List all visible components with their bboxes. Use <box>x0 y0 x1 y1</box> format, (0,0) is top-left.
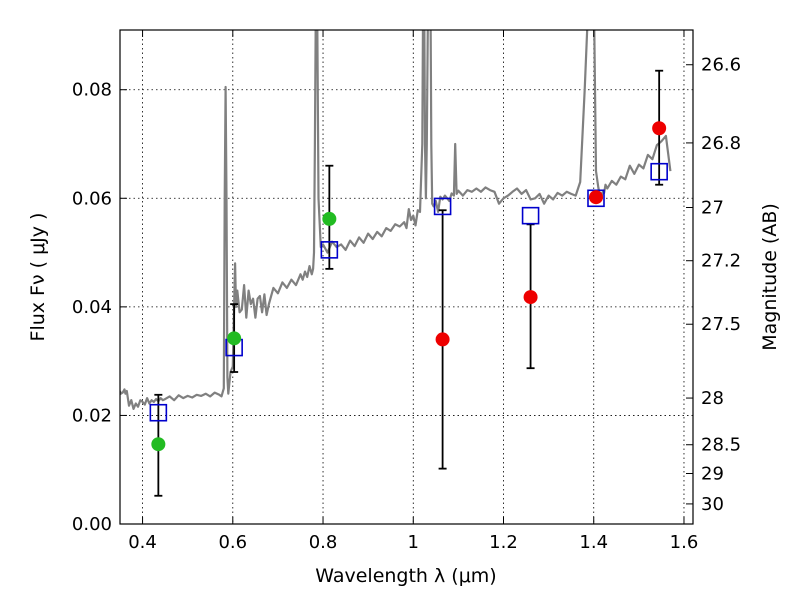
x-tick-label: 1 <box>408 532 419 553</box>
sed-layer <box>120 30 672 410</box>
y-tick-label: 0.06 <box>72 188 112 209</box>
detection-point <box>151 437 166 452</box>
x-tick-label: 1.4 <box>579 532 608 553</box>
model-box <box>149 403 168 422</box>
right-tick-label: 27 <box>701 198 724 219</box>
right-tick-label: 28 <box>701 388 724 409</box>
y-tick-label: 0.00 <box>72 514 112 535</box>
plot-frame <box>119 29 694 525</box>
model-box <box>521 206 540 225</box>
right-tick-label: 29 <box>701 464 724 485</box>
y-tick-label: 0.04 <box>72 297 112 318</box>
y-axis-right: 26.6 26.8 27 27.2 27.5 28 28.5 29 30 <box>686 55 741 515</box>
nondetection-point <box>652 121 667 136</box>
x-tick-label: 0.4 <box>128 532 157 553</box>
grid <box>120 30 693 525</box>
right-tick-label: 30 <box>701 494 724 515</box>
data-marks <box>149 69 668 497</box>
right-tick-label: 26.6 <box>701 55 741 76</box>
y-axis-label: Flux Fν ( μJy ) <box>27 213 49 342</box>
nondetection-point <box>435 332 450 347</box>
right-tick-label: 28.5 <box>701 435 741 456</box>
x-tick-label: 1.6 <box>670 532 699 553</box>
nondetection-point <box>588 190 603 205</box>
x-axis-label: Wavelength λ (μm) <box>315 565 496 587</box>
x-tick-label: 0.8 <box>309 532 338 553</box>
right-tick-label: 26.8 <box>701 133 741 154</box>
x-tick-label: 0.6 <box>218 532 247 553</box>
x-axis: 0.4 0.6 0.8 1 1.2 1.4 1.6 <box>128 30 698 553</box>
model-box <box>320 241 339 259</box>
nondetection-point <box>523 290 538 305</box>
y-tick-label: 0.02 <box>72 405 112 426</box>
y-axis-left: 0.00 0.02 0.04 0.06 0.08 <box>72 80 127 535</box>
detection-point <box>322 211 337 226</box>
model-box <box>650 162 668 181</box>
right-tick-label: 27.2 <box>701 251 741 272</box>
y-axis-right-label: Magnitude (AB) <box>759 203 781 351</box>
x-tick-label: 1.2 <box>489 532 518 553</box>
right-tick-label: 27.5 <box>701 314 741 335</box>
y-tick-label: 0.08 <box>72 80 112 101</box>
sed-line <box>120 30 672 410</box>
model-box <box>433 197 452 216</box>
detection-point <box>227 331 242 346</box>
